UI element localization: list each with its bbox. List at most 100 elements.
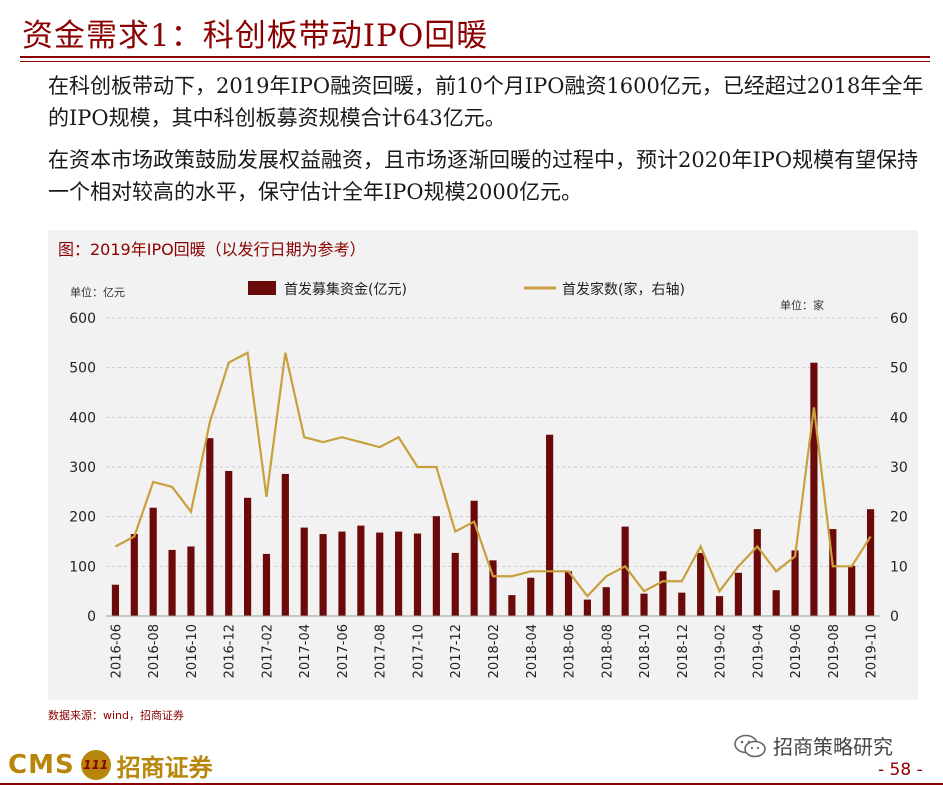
bar	[357, 525, 365, 616]
right-tick-label: 30	[890, 460, 908, 476]
line-series-ipo-count	[114, 351, 872, 598]
bar	[697, 552, 705, 616]
chart-background	[48, 230, 918, 700]
bar	[791, 550, 799, 616]
bar-series	[111, 362, 875, 616]
bar	[734, 572, 743, 616]
bar	[395, 531, 403, 616]
bar	[866, 509, 875, 616]
right-unit-label: 单位：家	[780, 298, 824, 312]
x-axis: 2016-06 2016-08 2016-10 2016-12 2017-02 2017-…	[106, 615, 880, 678]
bar	[149, 507, 157, 616]
left-tick-label: 400	[69, 410, 96, 426]
x-tick-label: 2017-10	[411, 624, 426, 678]
bar	[130, 534, 138, 616]
legend-bar-label: 首发募集资金(亿元)	[284, 281, 407, 298]
bar	[659, 571, 667, 616]
bar	[546, 434, 554, 616]
bar	[300, 527, 308, 616]
x-tick-label: 2016-08	[147, 624, 162, 678]
logo-badge-icon: 111	[80, 750, 111, 780]
bar	[225, 470, 233, 616]
x-tick-label: 2017-08	[374, 624, 389, 678]
x-tick-label: 2016-06	[109, 624, 124, 678]
x-tick-label: 2018-12	[676, 624, 691, 678]
bar	[640, 593, 648, 616]
wechat-label: 招商策略研究	[773, 735, 893, 759]
x-tick-label: 2017-04	[298, 624, 313, 678]
bar	[564, 571, 573, 616]
left-tick-label: 500	[69, 361, 96, 377]
bar	[206, 438, 214, 616]
bar	[451, 552, 459, 616]
paragraph-2: 在资本市场政策鼓励发展权益融资，且市场逐渐回暖的过程中，预计2020年IPO规模…	[48, 148, 919, 204]
x-tick-label: 2017-12	[449, 624, 464, 678]
right-tick-label: 40	[890, 410, 908, 426]
company-logo: CMS 111 招商证券	[8, 748, 213, 782]
x-tick-label: 2019-06	[789, 624, 804, 678]
x-tick-label: 2018-10	[638, 624, 653, 678]
bar	[678, 592, 686, 616]
left-tick-label: 200	[69, 510, 96, 526]
left-axis: 0 100 200 300 400 500 600	[69, 311, 96, 625]
left-tick-label: 100	[69, 559, 96, 575]
bar	[621, 526, 629, 616]
right-axis: 0 10 20 30 40 50 60	[890, 311, 908, 625]
left-unit-label: 单位：亿元	[70, 285, 125, 299]
x-tick-label: 2018-04	[525, 624, 540, 678]
x-tick-label: 2017-02	[260, 624, 275, 678]
bar	[508, 595, 516, 616]
bar	[413, 533, 422, 616]
page-number: - 58 -	[878, 760, 923, 780]
x-tick-label: 2019-02	[714, 624, 729, 678]
x-tick-label: 2019-08	[827, 624, 842, 678]
x-tick-label: 2016-12	[223, 624, 238, 678]
bar	[432, 516, 440, 616]
bar	[319, 534, 327, 616]
data-source: 数据来源：wind，招商证券	[48, 709, 185, 722]
right-tick-label: 10	[890, 559, 908, 575]
bar	[281, 473, 289, 616]
bar	[243, 497, 252, 616]
x-tick-label: 2017-06	[336, 624, 351, 678]
bar	[848, 565, 856, 616]
left-tick-label: 0	[87, 609, 96, 625]
left-tick-label: 600	[69, 311, 96, 327]
bar	[810, 362, 818, 616]
bar	[772, 590, 780, 616]
bar	[715, 596, 724, 616]
right-tick-label: 60	[890, 311, 908, 327]
bar	[470, 500, 478, 616]
x-tick-label: 2019-10	[865, 624, 880, 678]
logo-text-cn: 招商证券	[116, 752, 213, 782]
paragraph-1: 在科创板带动下，2019年IPO融资回暖，前10个月IPO融资1600亿元，已经…	[48, 74, 924, 130]
x-tick-label: 2019-04	[751, 624, 766, 678]
title-divider	[20, 56, 930, 58]
logo-text-en: CMS	[8, 750, 75, 780]
bar	[527, 577, 535, 616]
bar	[168, 549, 176, 616]
legend-bar-swatch	[248, 281, 276, 295]
wechat-icon	[734, 734, 766, 757]
right-tick-label: 20	[890, 510, 908, 526]
bar	[187, 546, 195, 616]
bar	[829, 529, 837, 616]
bottom-divider	[0, 783, 943, 785]
x-tick-label: 2018-08	[600, 624, 615, 678]
bar	[262, 553, 271, 616]
wechat-watermark: 招商策略研究	[733, 731, 893, 760]
left-tick-label: 300	[69, 460, 96, 476]
page-title: 资金需求1：科创板带动IPO回暖	[22, 18, 489, 54]
bar	[583, 599, 591, 616]
bar	[376, 532, 384, 616]
bar	[111, 584, 120, 616]
bar	[489, 560, 497, 616]
x-tick-label: 2016-10	[185, 624, 200, 678]
bar	[602, 587, 610, 616]
x-tick-label: 2018-02	[487, 624, 502, 678]
bar	[753, 529, 761, 616]
title-divider-thin	[20, 61, 930, 62]
legend-line-label: 首发家数(家，右轴)	[562, 281, 685, 298]
right-tick-label: 50	[890, 361, 908, 377]
bar	[338, 531, 346, 616]
